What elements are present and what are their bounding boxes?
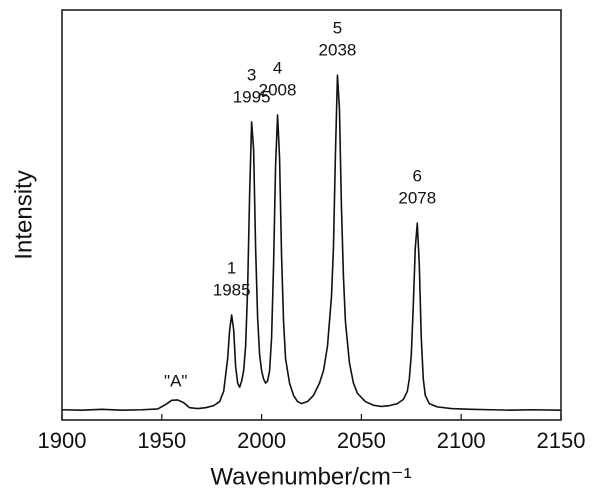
plot-frame xyxy=(61,9,562,421)
x-tick-label: 2050 xyxy=(337,428,386,453)
peak-wavenumber: 1985 xyxy=(213,281,251,300)
peak-wavenumber: 2008 xyxy=(259,80,297,99)
x-tick-label: 2100 xyxy=(437,428,486,453)
peak-wavenumber: 1995 xyxy=(233,87,271,106)
peak-number: 3 xyxy=(247,65,256,84)
x-tick-label: 1900 xyxy=(38,428,87,453)
annotation: "A" xyxy=(164,371,187,390)
peak-number: 6 xyxy=(413,167,422,186)
x-tick-label: 2000 xyxy=(237,428,286,453)
peak-number: 5 xyxy=(333,19,342,38)
peak-wavenumber: 2078 xyxy=(398,189,436,208)
x-tick-label: 2150 xyxy=(537,428,586,453)
peak-number: 4 xyxy=(273,58,282,77)
x-tick-label: 1950 xyxy=(137,428,186,453)
x-axis-label: Wavenumber/cm⁻¹ xyxy=(210,463,411,490)
peak-wavenumber: 2038 xyxy=(319,41,357,60)
y-axis-label: Intensity xyxy=(10,170,37,259)
peak-number: 1 xyxy=(227,259,236,278)
spectrum-line xyxy=(61,74,562,411)
